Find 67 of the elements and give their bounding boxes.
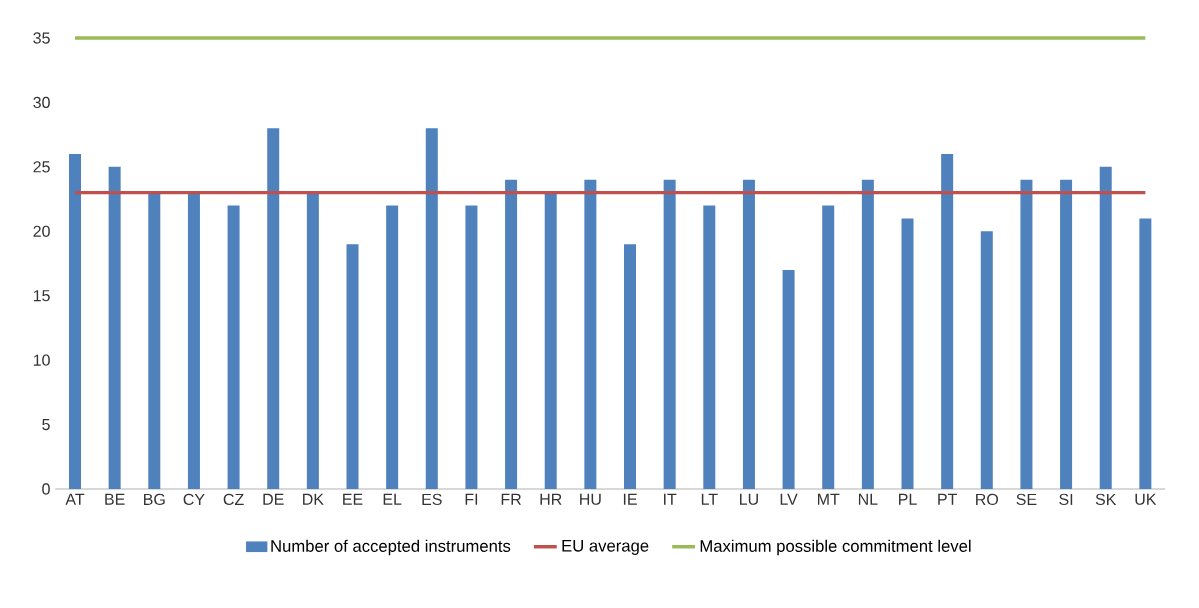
- x-tick-label: LV: [780, 493, 798, 505]
- x-tick-label: PT: [938, 493, 958, 505]
- bar: [822, 205, 835, 489]
- bar: [425, 128, 438, 489]
- bar: [941, 153, 954, 489]
- bar: [1060, 179, 1073, 489]
- bar: [69, 153, 81, 489]
- bar: [901, 218, 914, 489]
- x-tick-label: IE: [623, 493, 637, 505]
- x-tick-label: HU: [580, 493, 601, 505]
- bar: [187, 192, 200, 489]
- x-tick-label: ES: [422, 493, 442, 506]
- legend-label: Maximum possible commitment level: [700, 539, 971, 556]
- x-tick-label: LT: [701, 493, 718, 505]
- x-tick-label: NL: [858, 493, 878, 505]
- bar: [1020, 179, 1033, 489]
- bar: [663, 179, 676, 489]
- y-tick-label: 5: [42, 419, 50, 431]
- x-tick-label: BG: [144, 493, 165, 506]
- x-tick-label: SK: [1095, 493, 1117, 506]
- x-tick-label: SE: [1016, 493, 1037, 506]
- bar: [386, 205, 399, 489]
- x-tick-label: AT: [65, 493, 85, 505]
- x-tick-label: FI: [465, 493, 478, 505]
- y-tick-label: 15: [33, 290, 50, 302]
- bar: [584, 179, 597, 489]
- bar: [108, 166, 121, 489]
- x-tick-label: CZ: [223, 493, 244, 506]
- bar: [227, 205, 240, 489]
- y-tick-label: 10: [33, 354, 50, 366]
- y-tick-label: 25: [33, 161, 50, 173]
- bar: [861, 179, 874, 489]
- bar: [624, 244, 637, 489]
- bar: [980, 231, 993, 489]
- bar: [544, 192, 557, 489]
- bar: [148, 192, 161, 489]
- bar: [465, 205, 478, 489]
- x-tick-label: HR: [540, 493, 562, 505]
- bar: [1099, 166, 1112, 489]
- legend-label: Number of accepted instruments: [271, 539, 511, 556]
- x-tick-label: BE: [105, 493, 125, 505]
- y-tick-label: 35: [33, 32, 50, 44]
- x-tick-label: SI: [1059, 493, 1073, 506]
- y-tick-label: 30: [33, 96, 50, 109]
- x-tick-label: IT: [664, 493, 677, 505]
- legend-label: EU average: [562, 540, 649, 555]
- x-tick-label: PL: [899, 493, 917, 505]
- bar: [267, 128, 280, 489]
- x-tick-label: LU: [740, 493, 758, 505]
- y-tick-label: 20: [33, 225, 50, 237]
- x-tick-label: UK: [1135, 493, 1157, 505]
- x-tick-label: EL: [383, 493, 402, 505]
- y-tick-label: 0: [42, 483, 50, 495]
- bar: [306, 192, 319, 489]
- x-tick-label: RO: [976, 493, 999, 506]
- x-tick-label: MT: [817, 493, 840, 505]
- x-tick-label: EE: [343, 493, 363, 505]
- bar: [742, 179, 755, 489]
- x-tick-label: DK: [303, 493, 324, 505]
- x-tick-label: FR: [501, 493, 521, 505]
- bar: [346, 244, 359, 489]
- bar: [703, 205, 716, 489]
- bar: [782, 269, 795, 489]
- bar: [505, 179, 518, 489]
- x-tick-label: CY: [183, 493, 205, 506]
- x-tick-label: DE: [263, 493, 284, 505]
- bar: [1139, 218, 1152, 489]
